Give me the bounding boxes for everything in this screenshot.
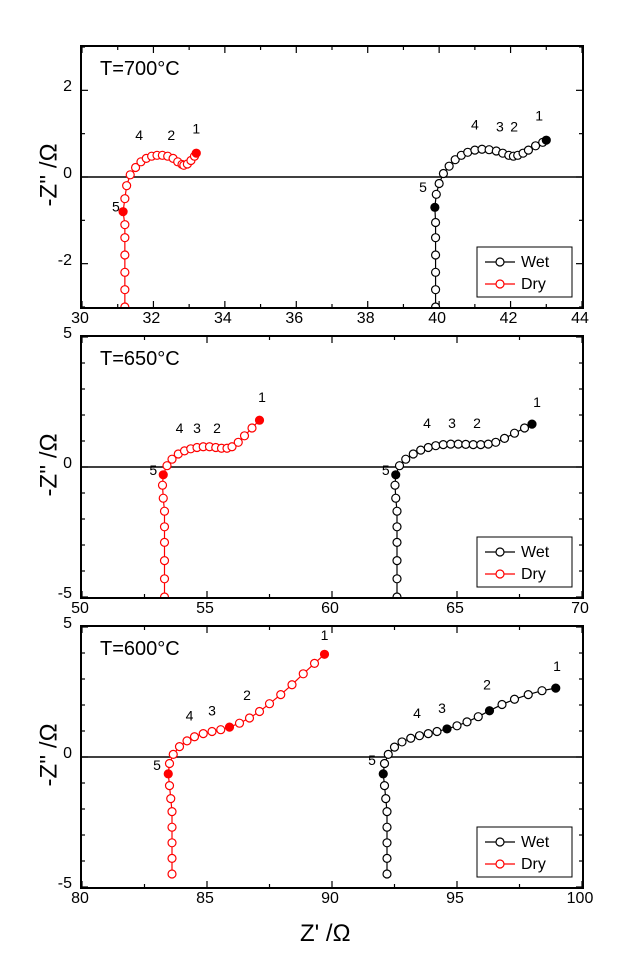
x-axis-label: Z' /Ω bbox=[300, 920, 351, 948]
x-tick-label: 60 bbox=[315, 600, 345, 618]
svg-text:1: 1 bbox=[192, 121, 200, 137]
svg-text:4: 4 bbox=[176, 420, 184, 436]
y-tick-label: 0 bbox=[63, 165, 72, 183]
svg-text:3: 3 bbox=[496, 119, 504, 135]
svg-text:Wet: Wet bbox=[521, 544, 550, 561]
x-tick-label: 42 bbox=[494, 310, 524, 328]
x-tick-label: 36 bbox=[279, 310, 309, 328]
svg-text:4: 4 bbox=[413, 705, 421, 721]
svg-text:5: 5 bbox=[419, 179, 427, 195]
svg-text:1: 1 bbox=[321, 627, 329, 643]
y-axis-label: -Z'' /Ω bbox=[36, 143, 64, 206]
svg-text:Wet: Wet bbox=[521, 834, 550, 851]
y-tick-label: 0 bbox=[63, 455, 72, 473]
svg-text:1: 1 bbox=[553, 658, 561, 674]
x-tick-label: 100 bbox=[565, 890, 595, 908]
svg-text:1: 1 bbox=[258, 389, 266, 405]
x-tick-label: 85 bbox=[190, 890, 220, 908]
svg-text:5: 5 bbox=[368, 752, 376, 768]
x-tick-label: 55 bbox=[190, 600, 220, 618]
x-tick-label: 44 bbox=[565, 310, 595, 328]
svg-text:5: 5 bbox=[149, 462, 157, 478]
y-tick-label: -2 bbox=[58, 252, 72, 270]
svg-text:Wet: Wet bbox=[521, 254, 550, 271]
svg-text:Dry: Dry bbox=[521, 276, 546, 293]
svg-text:3: 3 bbox=[208, 702, 216, 718]
svg-text:T=700°C: T=700°C bbox=[100, 58, 180, 80]
svg-text:4: 4 bbox=[186, 708, 194, 724]
svg-text:4: 4 bbox=[423, 415, 431, 431]
svg-text:5: 5 bbox=[382, 462, 390, 478]
svg-text:2: 2 bbox=[213, 420, 221, 436]
x-tick-label: 65 bbox=[440, 600, 470, 618]
x-tick-label: 70 bbox=[565, 600, 595, 618]
y-axis-label: -Z'' /Ω bbox=[36, 723, 64, 786]
svg-text:T=650°C: T=650°C bbox=[100, 348, 180, 370]
svg-text:4: 4 bbox=[471, 116, 479, 132]
svg-text:3: 3 bbox=[438, 700, 446, 716]
svg-text:2: 2 bbox=[473, 415, 481, 431]
y-tick-label: -5 bbox=[58, 875, 72, 893]
svg-text:2: 2 bbox=[483, 676, 491, 692]
x-tick-label: 95 bbox=[440, 890, 470, 908]
svg-text:Dry: Dry bbox=[521, 856, 546, 873]
figure-container: 542154321T=700°CWetDry3032343638404244-2… bbox=[0, 0, 628, 970]
svg-text:1: 1 bbox=[535, 108, 543, 124]
y-tick-label: 2 bbox=[63, 78, 72, 96]
x-tick-label: 32 bbox=[136, 310, 166, 328]
svg-text:1: 1 bbox=[533, 394, 541, 410]
svg-text:4: 4 bbox=[135, 127, 143, 143]
chart-panel: 5432154321T=600°CWetDry bbox=[80, 625, 584, 889]
svg-text:T=600°C: T=600°C bbox=[100, 638, 180, 660]
svg-text:Dry: Dry bbox=[521, 566, 546, 583]
x-tick-label: 90 bbox=[315, 890, 345, 908]
svg-text:3: 3 bbox=[193, 420, 201, 436]
chart-panel: 542154321T=700°CWetDry bbox=[80, 45, 584, 309]
y-tick-label: 5 bbox=[63, 615, 72, 633]
svg-text:3: 3 bbox=[448, 415, 456, 431]
y-tick-label: 0 bbox=[63, 745, 72, 763]
svg-text:5: 5 bbox=[153, 757, 161, 773]
x-tick-label: 34 bbox=[208, 310, 238, 328]
svg-text:2: 2 bbox=[243, 687, 251, 703]
y-axis-label: -Z'' /Ω bbox=[36, 433, 64, 496]
x-tick-label: 40 bbox=[422, 310, 452, 328]
y-tick-label: -5 bbox=[58, 585, 72, 603]
x-tick-label: 38 bbox=[351, 310, 381, 328]
svg-text:2: 2 bbox=[167, 127, 175, 143]
chart-panel: 5432154321T=650°CWetDry bbox=[80, 335, 584, 599]
svg-text:2: 2 bbox=[510, 119, 518, 135]
svg-text:5: 5 bbox=[112, 199, 120, 215]
y-tick-label: 5 bbox=[63, 325, 72, 343]
